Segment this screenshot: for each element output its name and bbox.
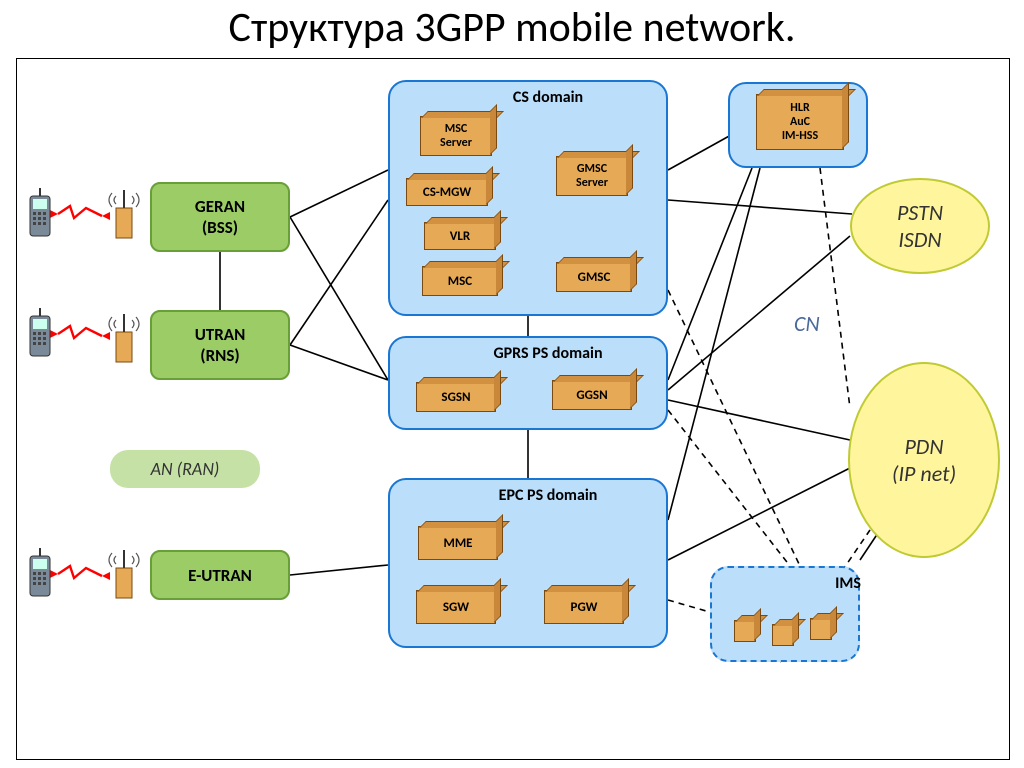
eutran-box: E-UTRAN (150, 550, 290, 600)
epc-title: EPC PS domain (468, 486, 628, 505)
ims-cube-2 (810, 618, 832, 640)
an-ran-label: AN (RAN) (110, 450, 260, 488)
ims-cube-1 (772, 624, 794, 646)
ne-hlr: HLRAuCIM-HSS (756, 94, 844, 150)
ne-mme: MME (418, 526, 498, 560)
ne-ggsn: GGSN (552, 380, 632, 410)
pstn-cloud: PSTNISDN (850, 178, 990, 274)
ne-gmsc: GMSC (556, 262, 632, 292)
gprs-title: GPRS PS domain (468, 344, 628, 363)
ne-vlr: VLR (424, 222, 496, 250)
pdn-cloud: PDN(IP net) (848, 362, 1000, 558)
ims-title: IMS (768, 574, 928, 593)
ne-msc: MSC (422, 266, 498, 296)
geran-box: GERAN(BSS) (150, 182, 290, 252)
page-title: Структура 3GPP mobile network. (0, 2, 1024, 53)
cs-title: CS domain (468, 88, 628, 107)
utran-box: UTRAN(RNS) (150, 310, 290, 380)
ne-cs-mgw: CS-MGW (406, 178, 488, 206)
ne-sgsn: SGSN (416, 382, 496, 412)
diagram-stage: Структура 3GPP mobile network. GERAN(BSS… (0, 0, 1024, 768)
cn-label: CN (794, 310, 820, 337)
ne-msc-server: MSCServer (420, 116, 492, 156)
ne-pgw: PGW (544, 590, 624, 624)
ne-gmsc-server: GMSCServer (556, 156, 628, 196)
ims-cube-0 (734, 620, 756, 642)
ne-sgw: SGW (416, 590, 496, 624)
